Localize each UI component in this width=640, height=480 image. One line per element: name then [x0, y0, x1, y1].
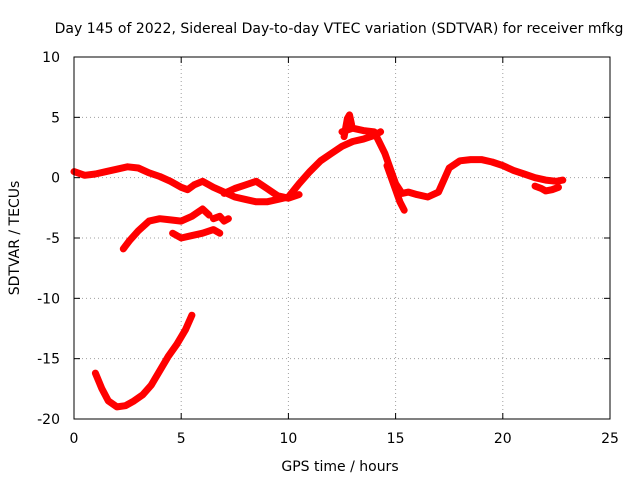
x-tick-label: 20: [494, 431, 512, 447]
series-arc-deep: [91, 311, 196, 411]
x-tick-label: 0: [70, 431, 79, 447]
y-axis-label: SDTVAR / TECUs: [7, 181, 23, 296]
y-tick-label: -10: [37, 291, 60, 307]
y-tick-label: 5: [51, 110, 60, 126]
grid-lines: [74, 57, 610, 419]
series-arc-low-1: [119, 205, 213, 253]
series-arc-main-1b: [220, 177, 303, 202]
y-tick-labels: -20 -15 -10 -5 0 5 10: [37, 50, 60, 428]
series-arc-peak: [340, 111, 356, 141]
y-tick-label: -15: [37, 352, 60, 368]
y-tick-label: -5: [46, 231, 60, 247]
axis-ticks: [73, 56, 611, 420]
x-tick-label: 15: [387, 431, 405, 447]
y-tick-label: -20: [37, 412, 60, 428]
x-tick-label: 10: [279, 431, 297, 447]
series-arc-main-2: [338, 124, 567, 201]
series-arc-dip-2: [531, 182, 562, 195]
series-arc-dip-1: [383, 162, 408, 214]
x-tick-label: 25: [601, 431, 619, 447]
data-traces: [70, 111, 567, 411]
series-arc-low-3: [209, 212, 232, 225]
x-tick-labels: 0 5 10 15 20 25: [70, 431, 619, 447]
y-tick-label: 0: [51, 171, 60, 187]
x-axis-label: GPS time / hours: [281, 459, 398, 475]
y-tick-label: 10: [42, 50, 60, 66]
series-arc-low-2: [169, 226, 224, 242]
x-tick-label: 5: [177, 431, 186, 447]
chart-title: Day 145 of 2022, Sidereal Day-to-day VTE…: [55, 21, 624, 37]
